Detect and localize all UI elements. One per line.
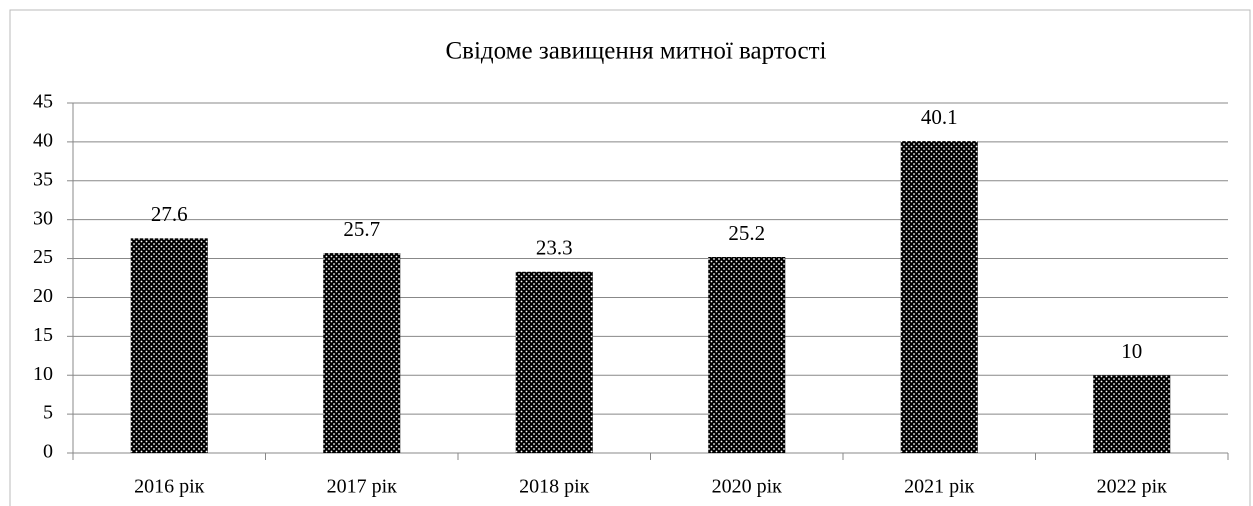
x-tick-label: 2016 рік xyxy=(134,476,205,498)
y-tick-label: 20 xyxy=(33,285,53,307)
data-label: 10 xyxy=(1121,339,1142,363)
bar xyxy=(900,141,978,453)
data-label: 25.2 xyxy=(728,221,765,245)
chart-frame xyxy=(9,9,1251,506)
data-label: 40.1 xyxy=(921,105,958,129)
bar xyxy=(1093,375,1171,453)
x-tick-label: 2018 рік xyxy=(519,476,590,498)
data-label: 23.3 xyxy=(536,236,573,260)
y-tick-label: 25 xyxy=(33,246,53,268)
data-label: 25.7 xyxy=(343,217,380,241)
data-label: 27.6 xyxy=(151,202,188,226)
y-tick-label: 40 xyxy=(33,129,53,151)
y-tick-label: 15 xyxy=(33,324,53,346)
bar xyxy=(515,271,593,453)
y-tick-label: 5 xyxy=(43,402,53,424)
bar xyxy=(323,253,401,453)
x-tick-label: 2021 рік xyxy=(904,476,975,498)
y-tick-label: 30 xyxy=(33,207,53,229)
y-tick-label: 35 xyxy=(33,168,53,190)
y-tick-label: 45 xyxy=(33,91,53,113)
x-tick-label: 2020 рік xyxy=(712,476,783,498)
bar xyxy=(130,238,208,453)
x-tick-label: 2017 рік xyxy=(327,476,398,498)
x-tick-label: 2022 рік xyxy=(1097,476,1168,498)
y-tick-label: 10 xyxy=(33,363,53,385)
y-tick-label: 0 xyxy=(43,441,53,463)
chart-title: Свідоме завищення митної вартості xyxy=(446,38,827,65)
bar xyxy=(708,257,786,453)
